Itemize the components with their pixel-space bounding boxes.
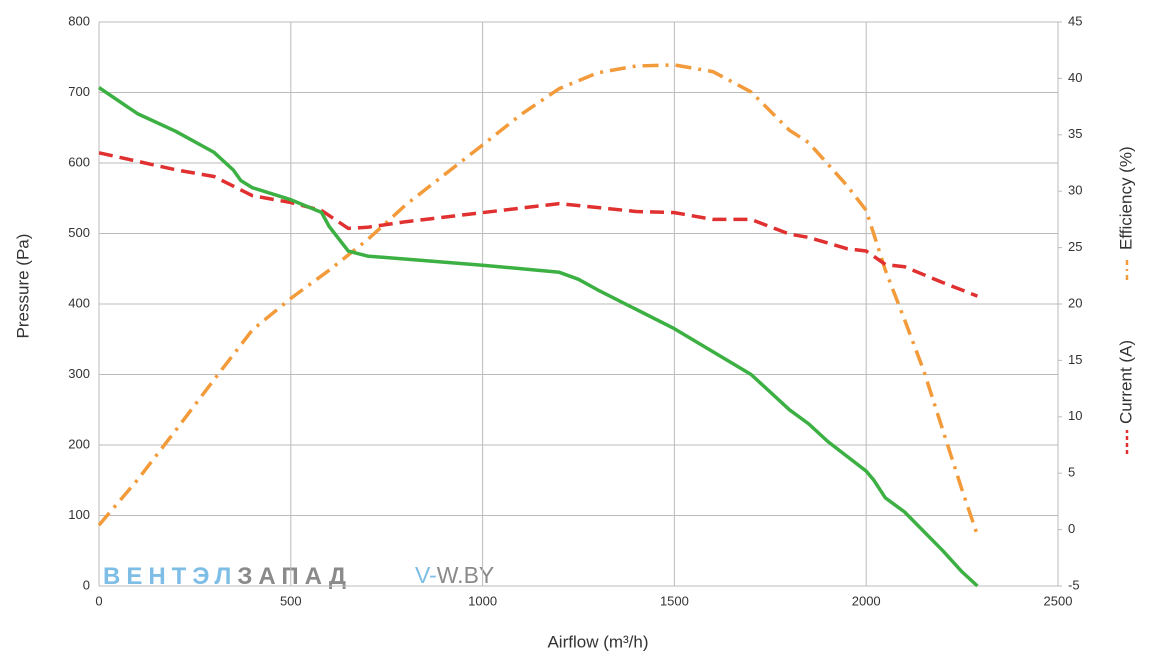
y2-tick-label: 0 [1068,521,1075,536]
y2-tick-label: 45 [1068,13,1082,28]
watermark: V-W.BY [415,562,494,588]
y2-tick-label: 5 [1068,465,1075,480]
y-tick-label: 100 [68,507,90,522]
series-line [98,86,979,588]
y2-tick-label: 15 [1068,352,1082,367]
y2-tick-label: -5 [1068,577,1080,592]
series-line [98,151,979,298]
legend-label: Current (A) [1116,340,1135,424]
y-tick-label: 700 [68,84,90,99]
y-tick-label: 400 [68,295,90,310]
y2-tick-label: 25 [1068,239,1082,254]
y-tick-label: 0 [83,577,90,592]
series-line [97,63,980,536]
y2-tick-label: 10 [1068,408,1082,423]
x-tick-label: 2500 [1044,593,1073,608]
y-tick-label: 300 [68,366,90,381]
x-tick-label: 500 [280,593,302,608]
y-tick-label: 200 [68,436,90,451]
y-tick-label: 500 [68,225,90,240]
y2-tick-label: 40 [1068,70,1082,85]
x-tick-label: 2000 [852,593,881,608]
legend-item: Efficiency (%) [1116,146,1135,280]
y-tick-label: 800 [68,13,90,28]
x-tick-label: 0 [95,593,102,608]
y-tick-label: 600 [68,154,90,169]
watermark-part: W.BY [437,562,495,588]
watermark-part: V- [415,562,437,588]
y2-tick-label: 30 [1068,183,1082,198]
y-axis-label: Pressure (Pa) [13,234,32,339]
legend-item: Current (A) [1116,340,1135,454]
y2-tick-label: 20 [1068,295,1082,310]
x-tick-label: 1000 [468,593,497,608]
legend-label: Efficiency (%) [1116,146,1135,250]
x-tick-label: 1500 [660,593,689,608]
x-axis-label: Airflow (m³/h) [547,632,648,651]
y2-tick-label: 35 [1068,126,1082,141]
